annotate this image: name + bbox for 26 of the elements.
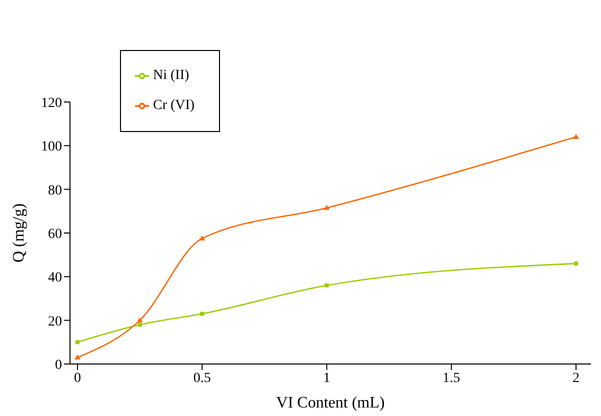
y-tick-label: 60 bbox=[48, 226, 62, 242]
y-tick-label: 80 bbox=[48, 183, 62, 198]
x-tick-label: 0.5 bbox=[193, 370, 211, 386]
y-tick-label: 100 bbox=[41, 140, 62, 155]
point bbox=[75, 340, 80, 344]
point bbox=[324, 283, 329, 288]
point bbox=[138, 322, 142, 327]
y-axis-title: Q (mg/g) bbox=[10, 203, 28, 263]
x-tick-label: 0 bbox=[74, 370, 81, 386]
point bbox=[573, 134, 580, 139]
y-tick-label: 0 bbox=[55, 358, 62, 373]
x-axis-title: VI Content (mL) bbox=[276, 394, 385, 412]
legend-label: Ni (II) bbox=[153, 68, 190, 83]
point bbox=[136, 317, 143, 322]
point bbox=[199, 235, 206, 240]
point bbox=[200, 312, 204, 316]
y-tick-label: 20 bbox=[48, 314, 62, 330]
x-tick-label: 1 bbox=[323, 370, 330, 386]
point bbox=[324, 204, 330, 210]
x-tick-label: 2 bbox=[572, 370, 580, 386]
y-tick-label: 40 bbox=[48, 270, 62, 286]
legend-label: Cr (VI) bbox=[153, 98, 195, 113]
x-tick-label: 1.5 bbox=[442, 370, 460, 386]
point bbox=[74, 354, 80, 360]
y-tick-label: 120 bbox=[41, 96, 62, 111]
point bbox=[574, 262, 578, 266]
